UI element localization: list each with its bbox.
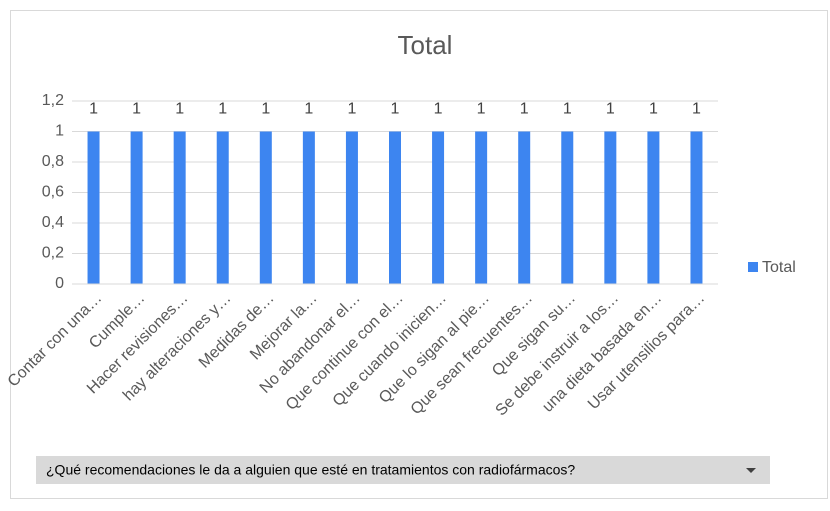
bar — [130, 131, 143, 284]
bar — [518, 131, 531, 284]
bar — [604, 131, 617, 284]
dropdown-arrow — [746, 468, 756, 473]
y-tick-label: 0,6 — [42, 184, 64, 201]
data-label: 1 — [692, 101, 701, 118]
bar — [690, 131, 703, 284]
y-tick-label: 0,8 — [42, 153, 64, 170]
data-label: 1 — [132, 101, 141, 118]
field-button[interactable] — [36, 456, 770, 484]
legend-label: Total — [762, 259, 796, 276]
bar — [432, 131, 445, 284]
bar — [475, 131, 488, 284]
data-label: 1 — [304, 101, 313, 118]
y-tick-label: 0,2 — [42, 245, 64, 262]
bar — [647, 131, 660, 284]
data-label: 1 — [391, 101, 400, 118]
data-label: 1 — [89, 101, 98, 118]
bar — [173, 131, 186, 284]
data-label: 1 — [261, 101, 270, 118]
y-tick-label: 0 — [55, 275, 64, 292]
bar — [87, 131, 100, 284]
legend-swatch — [748, 262, 758, 272]
field-button-label: ¿Qué recomendaciones le da a alguien que… — [46, 462, 575, 478]
data-label: 1 — [218, 101, 227, 118]
data-label: 1 — [606, 101, 615, 118]
bar — [216, 131, 229, 284]
chart-title: Total — [398, 30, 453, 60]
data-label: 1 — [347, 101, 356, 118]
y-tick-label: 0,4 — [42, 214, 64, 231]
bar — [302, 131, 315, 284]
bar — [561, 131, 574, 284]
y-tick-label: 1 — [55, 123, 64, 140]
bar — [345, 131, 358, 284]
y-tick-label: 1,2 — [42, 92, 64, 109]
bar — [259, 131, 272, 284]
data-label: 1 — [520, 101, 529, 118]
data-label: 1 — [434, 101, 443, 118]
data-label: 1 — [175, 101, 184, 118]
data-label: 1 — [649, 101, 658, 118]
data-label: 1 — [477, 101, 486, 118]
bar — [389, 131, 401, 284]
data-label: 1 — [563, 101, 572, 118]
